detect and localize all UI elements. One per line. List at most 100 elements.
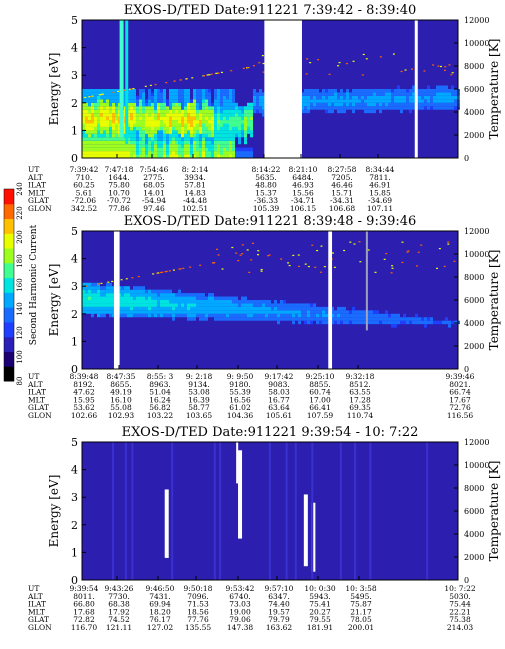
spectrogram-cell [160,126,163,131]
spectrogram-cell [139,120,142,124]
spectrogram-cell [121,293,124,297]
spectrogram-cell [133,140,136,145]
spectrogram-cell [391,99,394,103]
info-cell-ut: 10: 3:58 [345,584,377,593]
spectrogram-cell [232,113,235,117]
spectrogram-cell [178,144,181,148]
spectrogram-cell [154,130,157,134]
spectrogram-cell [334,317,337,321]
y-tick-label: 0 [71,363,78,376]
spectrogram-cell [340,310,343,314]
spectrogram-cell [205,137,208,141]
spectrogram-cell [118,140,121,145]
spectrogram-cell [118,130,121,134]
spectrogram-cell [106,89,109,93]
spectrogram-cell [235,300,238,304]
spectrogram-cell [361,99,364,103]
spectrogram-cell [214,310,217,314]
spectrogram-cell [433,320,436,325]
temperature-point [144,85,147,87]
spectrogram-cell [151,92,154,96]
spectrogram-cell [193,296,196,300]
temperature-point [258,62,261,64]
spectrogram-cell [139,133,142,138]
info-cell-ut: 8:55: 3 [147,372,174,381]
spectrogram-cell [202,116,205,121]
spectrogram-cell [247,116,250,121]
spectrogram-cell [175,310,178,314]
spectrogram-cell [343,92,346,96]
spectrogram-cell [241,303,244,307]
spectrogram-cell [178,116,181,121]
temperature-point [152,273,155,275]
spectrogram-cell [247,106,250,110]
spectrogram-cell [154,92,157,96]
spectrogram-cell [439,106,442,110]
spectrogram-cell [178,313,181,318]
spectrogram-cell [160,109,163,114]
y-right-tick-label: 6000 [464,85,484,94]
spectrogram-cell [118,106,121,110]
spectrogram-cell [85,289,88,294]
spectrogram-cell [97,133,100,138]
spectrogram-cell [379,99,382,103]
spectrogram-cell [91,102,94,107]
spectrogram-cell [400,99,403,103]
spectrogram-cell [184,313,187,318]
spectrogram-cell [97,303,100,307]
spectrogram-cell [163,126,166,131]
info-cell-glon: 147.38 [227,623,253,632]
info-cell-ut: 8:34:44 [366,165,395,174]
spectrogram-cell [406,92,409,96]
spectrogram-cell [106,289,109,294]
spectrogram-cell [133,109,136,114]
spectrogram-cell [211,300,214,304]
spectrogram-cell [145,130,148,134]
spectrogram-cell [148,296,151,300]
spectrogram-cell [205,120,208,124]
spectrogram-cell [136,137,139,141]
spectrogram-cell [160,293,163,297]
spectrogram-cell [169,300,172,304]
info-row-label: GLON [28,623,52,632]
spectrogram-cell [151,109,154,114]
spectrogram-cell [235,133,238,138]
spectrogram-cell [322,95,325,100]
spectrogram-cell [172,102,175,107]
spectrogram-cell [109,109,112,114]
spectrogram-cell [241,306,244,311]
spectrogram-cell [196,109,199,114]
spectrogram-cell [100,303,103,307]
spectrogram-cell [268,310,271,314]
info-cell-glat: 74.52 [108,615,130,624]
spectrogram-cell [151,140,154,145]
spectrogram-cell [217,106,220,110]
spectrogram-cell [361,317,364,321]
spectrogram-cell [394,99,397,103]
spectrogram-cell [205,99,208,103]
spectrogram [82,85,460,158]
spectrogram-cell [385,320,388,325]
spectrogram-cell [181,303,184,307]
colorbar-tick-label: 140 [16,302,24,315]
spectrogram-cell [109,286,112,290]
temperature-point [361,74,364,76]
temperature-point [100,93,103,96]
spectrogram-cell [193,123,196,127]
spectrogram-cell [148,137,151,141]
spectrogram-cell [169,113,172,117]
info-cell-ilat: 53.08 [188,388,210,397]
temperature-point [248,271,251,274]
temperature-point [161,271,164,273]
spectrogram-cell [193,95,196,100]
info-cell-mlt: 10.70 [108,188,130,197]
white-feature [311,502,316,572]
spectrogram-cell [127,126,130,131]
spectrogram-cell [316,92,319,96]
spectrogram-cell [109,116,112,121]
spectrogram-cell [286,306,289,311]
spectrogram-cell [202,317,205,321]
spectrogram-cell [310,310,313,314]
spectrogram-cell [436,102,439,107]
spectrogram-cell [88,89,91,93]
